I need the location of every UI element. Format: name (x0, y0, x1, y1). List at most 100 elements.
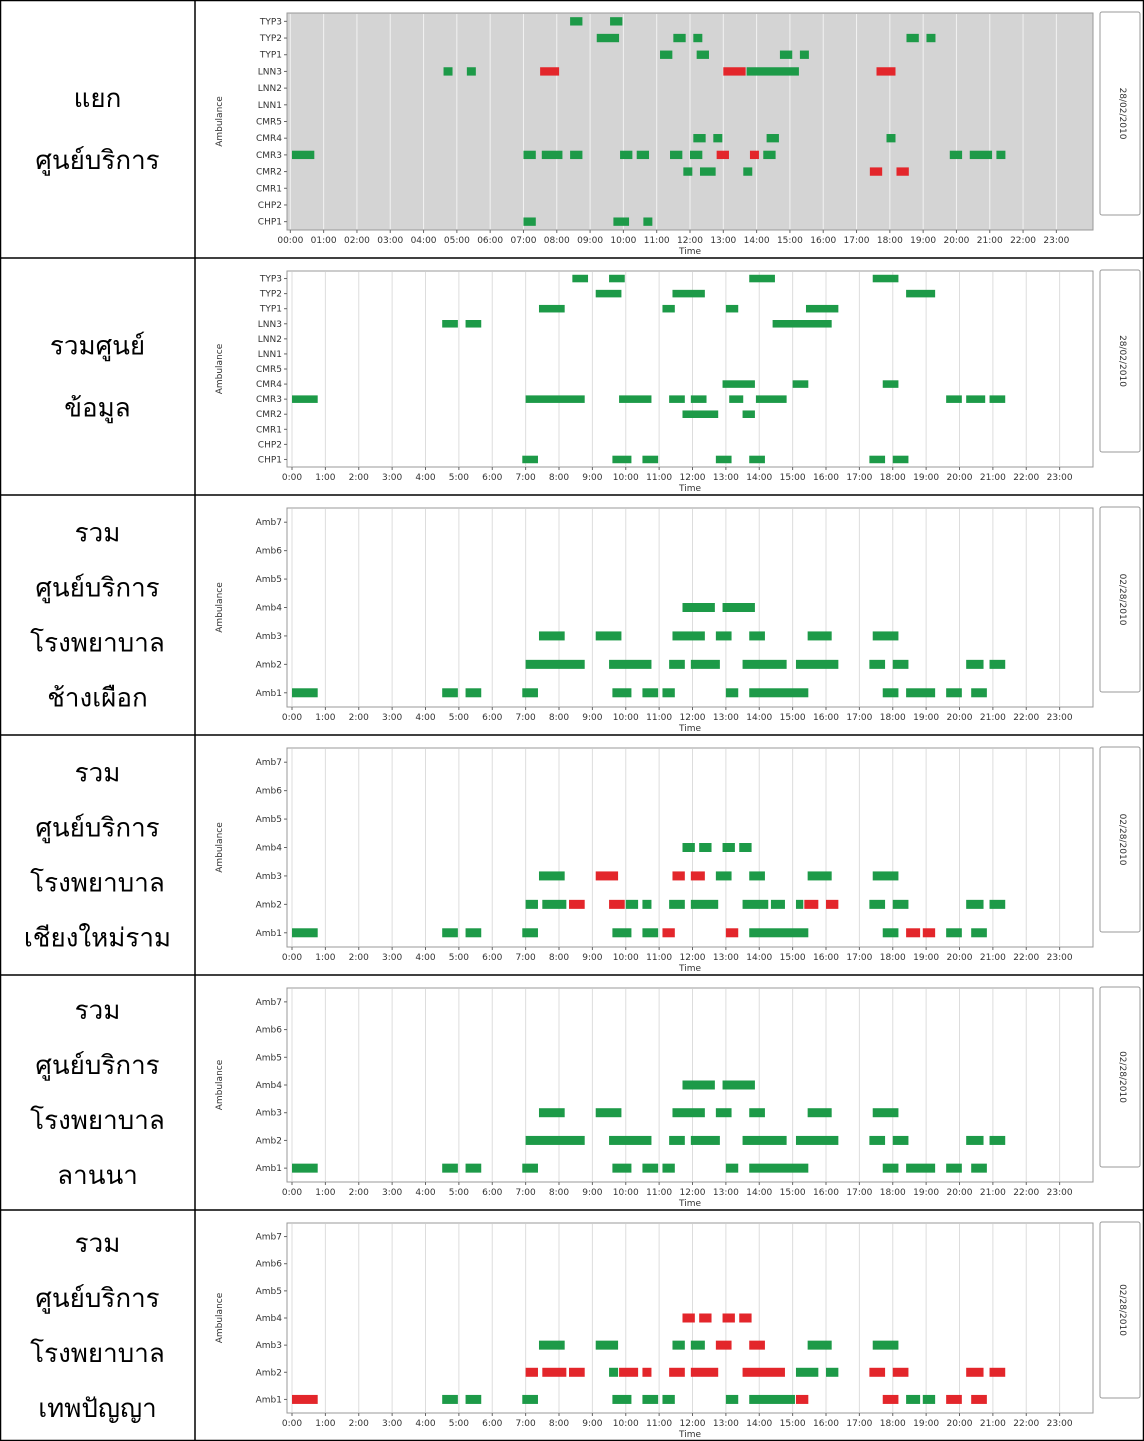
task-bar (872, 1340, 899, 1350)
task-bar (949, 150, 963, 160)
task-bar (522, 1394, 538, 1404)
y-tick-label: CMR2 (256, 168, 282, 178)
date-box (1099, 986, 1141, 1168)
task-bar (892, 1367, 909, 1377)
x-tick-label: 2:00 (349, 1188, 369, 1198)
task-bar (609, 1135, 652, 1145)
x-tick-label: 15:00 (780, 1419, 806, 1429)
task-bar (699, 843, 712, 852)
x-tick-label: 20:00 (947, 1419, 973, 1429)
x-tick-label: 08:00 (544, 236, 570, 246)
row-label: โรงพยาบาล (30, 868, 165, 899)
x-tick-label: 9:00 (582, 713, 602, 723)
y-tick-label: CMR1 (256, 425, 282, 435)
task-bar (672, 631, 705, 641)
task-bar (746, 67, 799, 76)
x-axis-label: Time (678, 964, 701, 974)
task-bar (525, 899, 538, 909)
x-tick-label: 5:00 (449, 473, 469, 483)
row-label: โรงพยาบาล (30, 1338, 165, 1369)
y-tick-label: Amb5 (256, 1053, 282, 1063)
task-bar (612, 688, 632, 698)
x-tick-label: 13:00 (713, 1419, 739, 1429)
task-bar (672, 1108, 705, 1118)
x-tick-label: 17:00 (846, 1419, 872, 1429)
x-tick-label: 5:00 (449, 1188, 469, 1198)
date-label: 02/28/2010 (1117, 1284, 1127, 1336)
y-tick-label: Amb2 (256, 660, 282, 670)
task-bar (946, 688, 962, 698)
x-tick-label: 4:00 (415, 953, 435, 963)
x-tick-label: 17:00 (846, 953, 872, 963)
task-bar (922, 928, 936, 938)
x-tick-label: 23:00 (1047, 953, 1073, 963)
x-axis-label: Time (678, 484, 701, 494)
x-tick-label: 0:00 (282, 1419, 302, 1429)
date-box (1099, 11, 1141, 216)
y-tick-label: Amb5 (256, 815, 282, 825)
x-tick-label: 8:00 (549, 953, 569, 963)
task-bar (292, 1394, 318, 1404)
task-bar (749, 631, 765, 641)
date-label: 02/28/2010 (1117, 574, 1127, 626)
row-label: รวม (75, 996, 121, 1026)
x-tick-label: 18:00 (880, 473, 906, 483)
y-tick-label: LNN2 (258, 335, 282, 345)
x-tick-label: 09:00 (577, 236, 603, 246)
task-bar (729, 395, 744, 403)
date-label: 28/02/2010 (1117, 335, 1127, 387)
x-tick-label: 5:00 (449, 1419, 469, 1429)
task-bar (465, 928, 482, 938)
y-tick-label: LNN2 (258, 84, 282, 94)
task-bar (538, 1108, 565, 1118)
task-bar (743, 167, 753, 176)
y-tick-label: CHP1 (258, 218, 282, 228)
x-tick-label: 4:00 (415, 1188, 435, 1198)
x-tick-label: 20:00 (947, 713, 973, 723)
x-tick-label: 21:00 (977, 236, 1003, 246)
task-bar (465, 1163, 482, 1173)
date-label: 02/28/2010 (1117, 814, 1127, 866)
y-tick-label: TYP2 (259, 34, 282, 44)
task-bar (795, 659, 839, 669)
x-tick-label: 18:00 (880, 713, 906, 723)
task-bar (292, 395, 318, 403)
x-tick-label: 9:00 (582, 1188, 602, 1198)
task-bar (966, 395, 986, 403)
y-tick-label: Amb4 (256, 604, 283, 614)
task-bar (792, 380, 809, 388)
plot-area (286, 270, 1094, 468)
task-bar (722, 1313, 735, 1323)
task-bar (725, 688, 739, 698)
y-tick-label: Amb1 (256, 929, 282, 939)
x-tick-label: 05:00 (444, 236, 470, 246)
task-bar (906, 1394, 921, 1404)
task-bar (892, 455, 909, 464)
task-bar (538, 1340, 565, 1350)
task-bar (966, 1135, 984, 1145)
task-bar (669, 899, 685, 909)
task-bar (869, 167, 883, 176)
task-bar (625, 899, 639, 909)
x-tick-label: 12:00 (680, 1188, 706, 1198)
x-tick-label: 15:00 (780, 713, 806, 723)
task-bar (742, 899, 769, 909)
y-tick-label: TYP3 (259, 275, 282, 285)
task-bar (465, 1394, 482, 1404)
x-tick-label: 2:00 (349, 953, 369, 963)
task-bar (682, 1313, 695, 1323)
y-tick-label: Amb4 (256, 1314, 283, 1324)
x-tick-label: 11:00 (646, 953, 672, 963)
x-tick-label: 11:00 (646, 1188, 672, 1198)
task-bar (971, 928, 987, 938)
y-tick-label: TYP1 (259, 305, 282, 315)
task-bar (613, 217, 630, 226)
task-bar (540, 67, 560, 76)
task-bar (892, 659, 909, 669)
task-bar (690, 395, 707, 403)
row-label: ช้างเผือก (47, 684, 147, 714)
x-axis-label: Time (678, 247, 701, 257)
task-bar (749, 1340, 765, 1350)
y-tick-label: CMR3 (256, 151, 282, 161)
x-tick-label: 22:00 (1013, 473, 1039, 483)
